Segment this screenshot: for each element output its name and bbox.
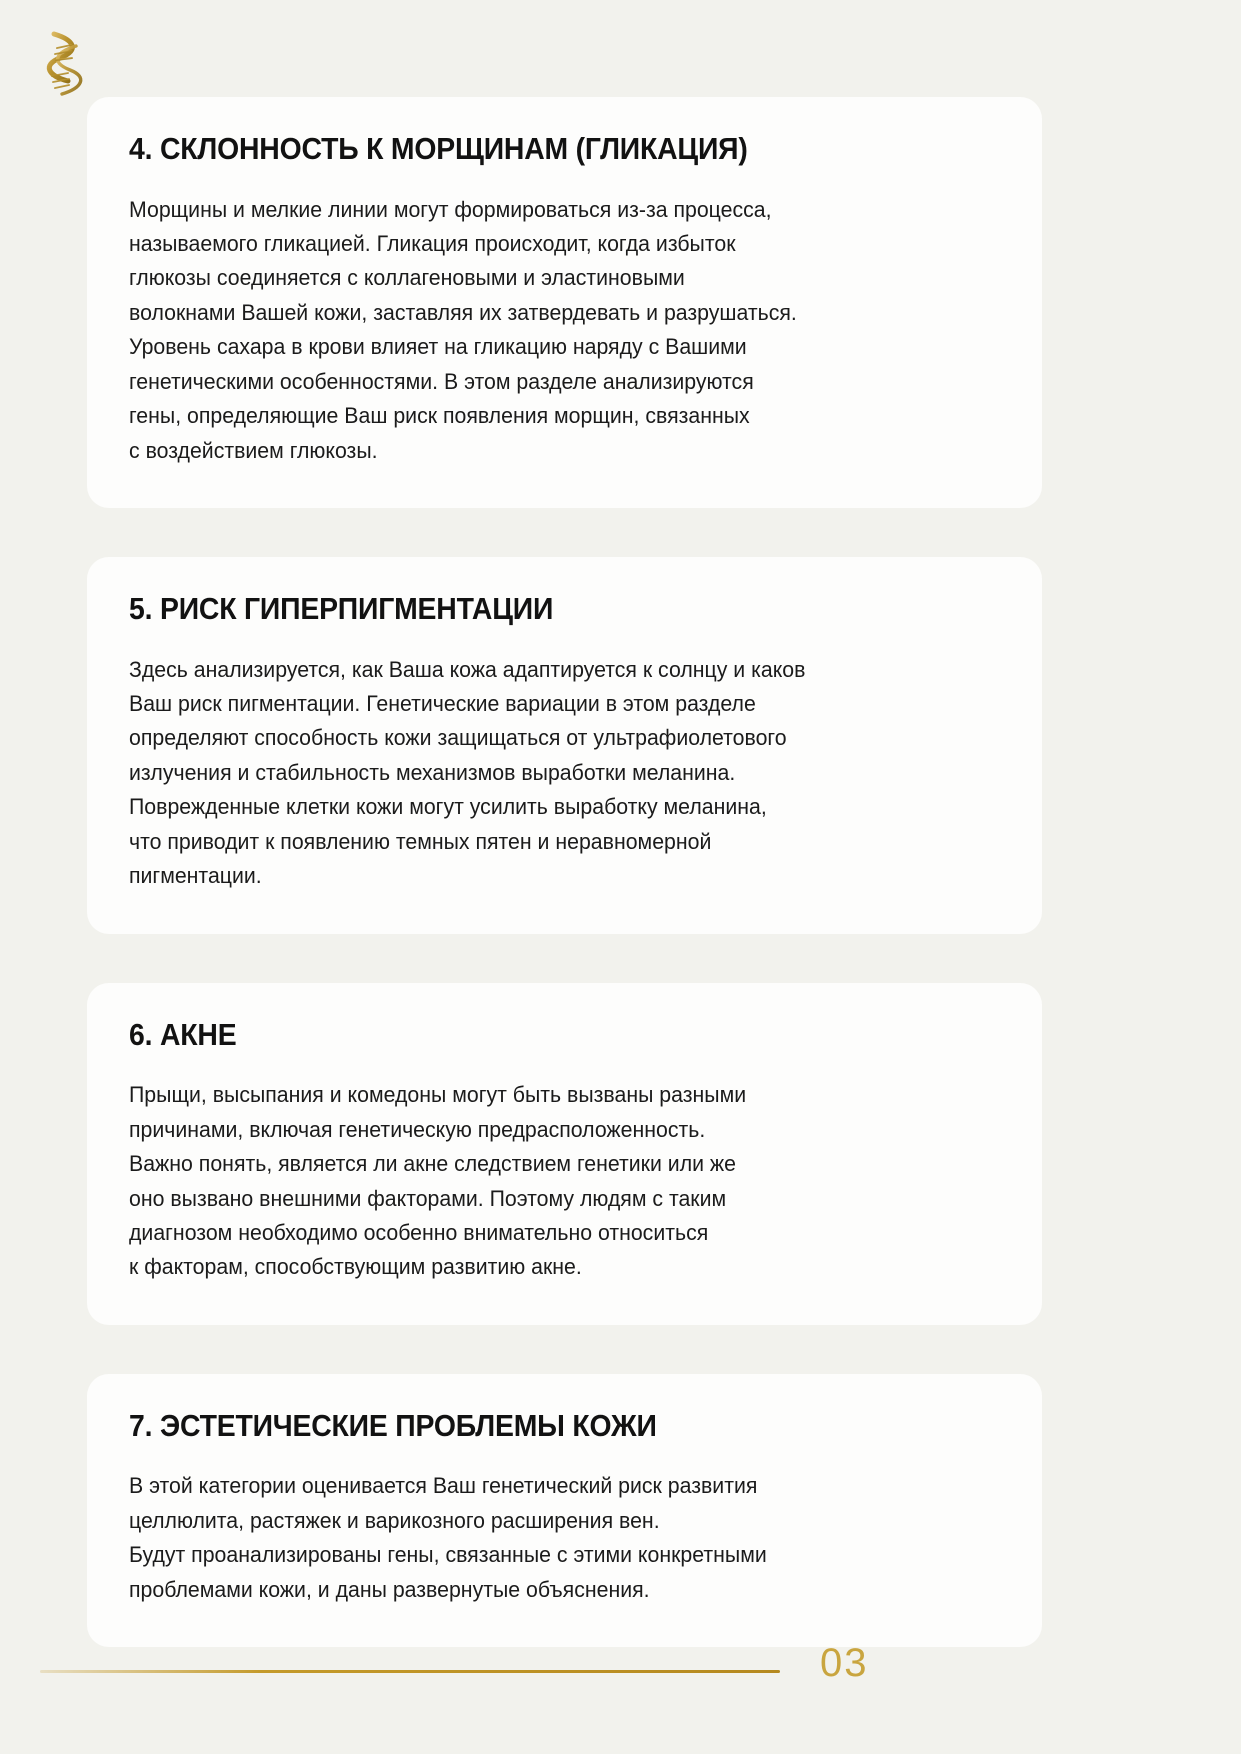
- section-title: 6. АКНЕ: [129, 1017, 237, 1052]
- section-body: Прыщи, высыпания и комедоны могут быть в…: [129, 1082, 747, 1280]
- section-title: 5. РИСК ГИПЕРПИГМЕНТАЦИИ: [129, 592, 554, 627]
- section-title: 4. СКЛОННОСТЬ К МОРЩИНАМ (ГЛИКАЦИЯ): [129, 132, 748, 166]
- section-card-list: 4. СКЛОННОСТЬ К МОРЩИНАМ (ГЛИКАЦИЯ) Морщ…: [87, 97, 1042, 1648]
- section-card-hyperpigmentation-risk: 5. РИСК ГИПЕРПИГМЕНТАЦИИ Здесь анализиру…: [87, 557, 1042, 934]
- section-card-wrinkles-glycation: 4. СКЛОННОСТЬ К МОРЩИНАМ (ГЛИКАЦИЯ) Морщ…: [87, 97, 1042, 509]
- section-title: 7. ЭСТЕТИЧЕСКИЕ ПРОБЛЕМЫ КОЖИ: [129, 1408, 657, 1443]
- section-card-aesthetic-skin-problems: 7. ЭСТЕТИЧЕСКИЕ ПРОБЛЕМЫ КОЖИ В этой кат…: [87, 1373, 1042, 1648]
- section-body: В этой категории оценивается Ваш генетич…: [129, 1473, 767, 1602]
- section-body: Здесь анализируется, как Ваша кожа адапт…: [129, 656, 806, 889]
- section-card-acne: 6. АКНЕ Прыщи, высыпания и комедоны могу…: [87, 982, 1042, 1325]
- footer-divider: [40, 1670, 780, 1673]
- page-footer: 03: [0, 1641, 1241, 1730]
- page-number: 03: [820, 1641, 869, 1685]
- section-body: Морщины и мелкие линии могут формировать…: [129, 196, 797, 463]
- dna-helix-icon: [40, 28, 96, 104]
